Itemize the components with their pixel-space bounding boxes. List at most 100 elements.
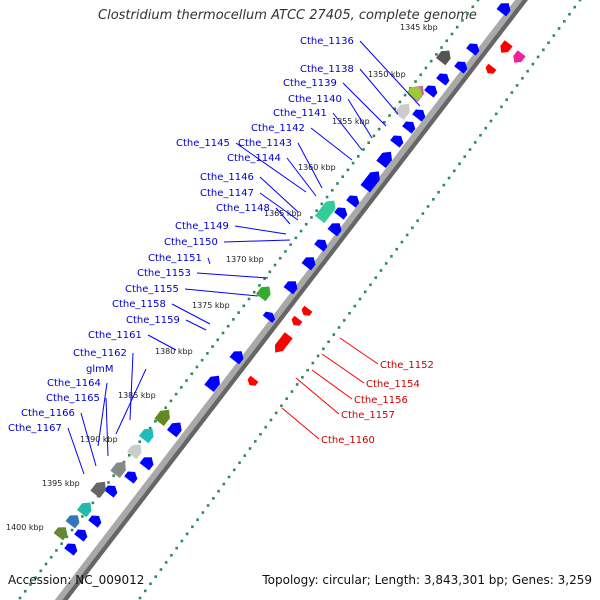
reverse-gene-arrow[interactable] — [497, 40, 513, 56]
forward-gene-arrow[interactable] — [496, 0, 514, 17]
forward-gene-arrow[interactable] — [229, 348, 247, 365]
tick-dot — [242, 304, 246, 308]
forward-gene-arrow[interactable] — [412, 106, 428, 122]
forward-gene-label: Cthe_1151 — [148, 253, 202, 264]
forward-gene-arrow[interactable] — [436, 70, 452, 86]
tick-dot — [403, 93, 407, 97]
reverse-gene-arrow[interactable] — [510, 50, 526, 66]
kbp-tick-label: 1395 kbp — [42, 479, 80, 488]
tick-dot — [301, 376, 304, 379]
forward-gene-arrow[interactable] — [166, 419, 185, 438]
tick-dot — [573, 5, 577, 9]
tick-dot — [358, 297, 362, 301]
kbp-tick-label: 1360 kbp — [298, 163, 336, 172]
forward-gene-arrow[interactable] — [64, 540, 80, 556]
forward-gene-arrow[interactable] — [255, 283, 274, 302]
forward-gene-arrow[interactable] — [435, 47, 454, 66]
tick-dot — [374, 276, 378, 279]
forward-gene-arrow[interactable] — [74, 526, 90, 542]
reverse-gene-arrow[interactable] — [246, 375, 259, 388]
forward-gene-arrow[interactable] — [394, 100, 413, 120]
tick-dot — [65, 535, 69, 539]
forward-gene-arrow[interactable] — [390, 132, 406, 148]
tick-dot — [248, 447, 252, 450]
tick-dot — [341, 175, 344, 178]
forward-gene-arrow[interactable] — [406, 83, 425, 102]
forward-gene-arrow[interactable] — [314, 236, 330, 252]
forward-gene-arrow[interactable] — [110, 458, 129, 478]
forward-gene-arrow[interactable] — [262, 309, 277, 323]
tick-dot — [149, 582, 152, 586]
tick-dot — [263, 277, 266, 280]
forward-gene-arrow[interactable] — [346, 192, 362, 208]
forward-gene-arrow[interactable] — [204, 372, 223, 392]
forward-gene-arrow[interactable] — [88, 512, 104, 528]
forward-gene-label: Cthe_1146 — [200, 172, 254, 183]
forward-gene-label: Cthe_1144 — [227, 153, 281, 164]
forward-gene-arrow[interactable] — [138, 425, 157, 444]
reverse-gene-arrow[interactable] — [300, 305, 313, 318]
tick-dot — [435, 53, 438, 56]
tick-dot — [330, 188, 334, 192]
reverse-gene-label: Cthe_1156 — [354, 395, 408, 406]
reverse-gene-arrow[interactable] — [271, 332, 293, 355]
forward-gene-arrow[interactable] — [301, 254, 319, 271]
reverse-gene-label: Cthe_1157 — [341, 410, 395, 421]
forward-gene-arrow[interactable] — [139, 454, 157, 471]
tick-dot — [315, 209, 318, 212]
forward-gene-arrow[interactable] — [402, 118, 418, 134]
tick-dot — [190, 372, 194, 376]
reverse-gene-arrow[interactable] — [290, 315, 303, 328]
tick-dot — [505, 98, 508, 101]
forward-gene-label: Cthe_1138 — [300, 64, 354, 75]
forward-gene-arrow[interactable] — [360, 168, 383, 193]
forward-gene-arrow[interactable] — [76, 499, 95, 518]
forward-gene-arrow[interactable] — [466, 40, 482, 56]
tick-dot — [237, 311, 240, 314]
forward-gene-label: Cthe_1141 — [273, 108, 327, 119]
forward-gene-arrow[interactable] — [283, 278, 301, 295]
forward-label-leader — [359, 68, 399, 115]
tick-dot — [445, 39, 449, 43]
forward-gene-arrow[interactable] — [376, 148, 395, 168]
forward-gene-arrow[interactable] — [104, 482, 120, 498]
tick-dot — [127, 453, 131, 457]
tick-dot — [455, 25, 459, 29]
forward-gene-arrow[interactable] — [126, 441, 145, 460]
forward-gene-arrow[interactable] — [314, 197, 339, 224]
tick-dot — [384, 262, 388, 265]
tick-dot — [259, 432, 262, 436]
forward-gene-arrow[interactable] — [53, 524, 71, 541]
tick-dot — [348, 311, 351, 315]
forward-label-leader — [310, 127, 353, 161]
forward-gene-arrow[interactable] — [327, 220, 345, 237]
tick-dot — [419, 73, 423, 77]
tick-dot — [39, 569, 43, 573]
forward-gene-arrow[interactable] — [124, 468, 140, 484]
tick-dot — [175, 546, 178, 550]
tick-dot — [232, 468, 236, 472]
forward-gene-arrow[interactable] — [65, 512, 83, 529]
reverse-gene-arrow[interactable] — [484, 63, 497, 76]
tick-dot — [221, 331, 225, 335]
tick-dot — [29, 583, 32, 586]
forward-label-leader — [171, 303, 211, 325]
tick-dot — [154, 575, 158, 578]
forward-gene-arrow[interactable] — [334, 204, 350, 220]
forward-gene-arrow[interactable] — [90, 478, 109, 498]
tick-dot — [217, 489, 220, 493]
tick-dot — [174, 392, 178, 396]
forward-gene-arrow[interactable] — [454, 58, 470, 74]
tick-dot — [264, 425, 268, 429]
tick-dot — [500, 105, 503, 109]
forward-gene-arrow[interactable] — [154, 406, 173, 426]
forward-gene-arrow[interactable] — [424, 82, 440, 98]
tick-dot — [542, 48, 545, 52]
tick-dot — [191, 525, 194, 529]
forward-label-leader — [297, 142, 323, 189]
forward-gene-label: Cthe_1147 — [200, 188, 254, 199]
forward-label-leader — [234, 225, 287, 235]
tick-dot — [346, 168, 350, 172]
